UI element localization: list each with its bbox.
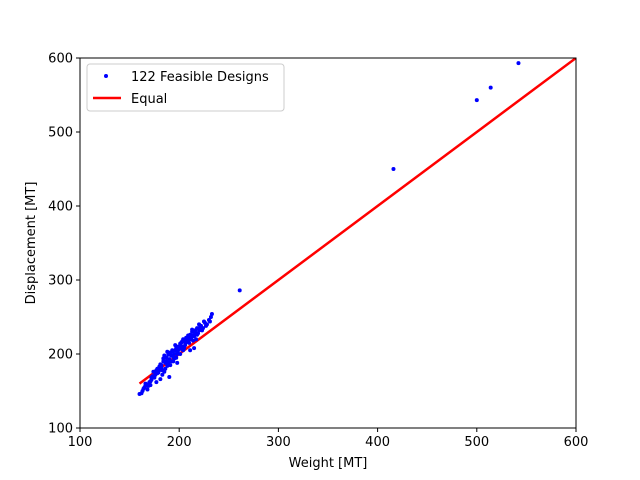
design-point	[184, 340, 189, 345]
design-point	[181, 348, 186, 353]
x-tick-label: 200	[167, 435, 192, 450]
design-point	[141, 386, 146, 391]
design-point	[188, 348, 193, 353]
design-point	[474, 98, 479, 103]
x-tick-label: 600	[564, 435, 589, 450]
design-point	[168, 350, 173, 355]
design-point	[192, 346, 197, 351]
design-point	[158, 377, 163, 382]
y-tick-label: 200	[48, 348, 73, 363]
x-tick-label: 500	[464, 435, 489, 450]
design-point	[207, 319, 212, 324]
x-tick-label: 400	[365, 435, 390, 450]
design-point	[171, 354, 176, 359]
design-point	[191, 338, 196, 343]
legend: 122 Feasible Designs Equal	[86, 63, 285, 112]
y-tick-label: 500	[48, 126, 73, 141]
x-tick-label: 100	[68, 435, 93, 450]
design-point	[200, 328, 205, 333]
design-point	[194, 337, 199, 342]
y-tick-label: 100	[48, 422, 73, 437]
y-tick-label: 600	[48, 52, 73, 67]
design-point	[175, 352, 180, 356]
y-tick-label: 400	[48, 200, 73, 215]
design-point	[167, 357, 172, 362]
design-point	[516, 61, 521, 66]
design-point	[190, 327, 195, 332]
legend-label: Equal	[131, 92, 167, 107]
design-point	[189, 335, 194, 340]
equal-line	[138, 58, 576, 385]
design-point	[391, 167, 396, 171]
design-point	[145, 387, 150, 392]
plot-frame	[79, 57, 577, 429]
design-point	[148, 379, 153, 384]
design-point	[488, 85, 493, 90]
design-point	[197, 322, 202, 327]
design-point	[175, 360, 180, 365]
design-point	[157, 368, 162, 373]
design-point	[158, 362, 163, 367]
design-point	[192, 334, 197, 339]
design-point	[193, 330, 198, 335]
y-axis-label: Displacement [MT]	[24, 182, 39, 305]
design-point	[149, 375, 154, 380]
x-axis-label: Weight [MT]	[289, 456, 368, 471]
design-point	[209, 312, 214, 317]
legend-box	[86, 63, 285, 112]
design-point	[160, 372, 165, 377]
design-point	[161, 356, 166, 361]
legend-label: 122 Feasible Designs	[131, 70, 269, 85]
design-point	[174, 346, 179, 351]
design-point	[154, 368, 159, 373]
design-point	[167, 374, 172, 379]
x-tick-label: 300	[266, 435, 291, 450]
design-point	[178, 341, 183, 346]
design-point	[163, 360, 168, 365]
y-tick-label: 300	[48, 274, 73, 289]
design-point	[165, 363, 170, 368]
design-point	[203, 323, 208, 328]
design-point	[178, 352, 183, 356]
legend-marker-scatter	[104, 74, 108, 78]
design-point	[154, 380, 159, 385]
design-point	[145, 382, 150, 387]
design-point	[237, 288, 242, 293]
